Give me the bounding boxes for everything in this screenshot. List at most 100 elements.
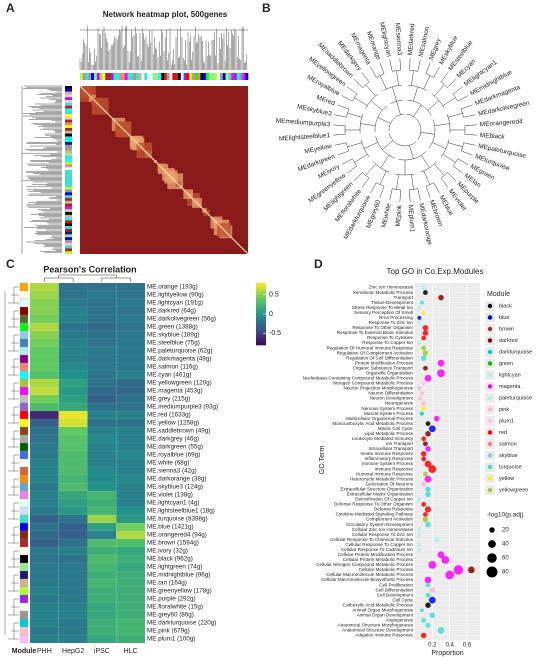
dot <box>437 551 445 559</box>
dendrogram <box>21 85 62 254</box>
y-tick-label: Detoxification Of Copper Ion <box>355 497 413 502</box>
dot <box>425 421 431 427</box>
heatmap-cell <box>116 594 146 604</box>
dot <box>424 374 432 382</box>
heatmap-cell <box>116 314 146 324</box>
module-color <box>217 73 221 80</box>
dendrogram <box>79 25 248 70</box>
row-label: ME.tan (164g) <box>147 580 187 587</box>
size-legend-label: 20 <box>502 528 509 534</box>
module-color <box>183 73 187 80</box>
module-color <box>65 178 72 182</box>
y-tick-label: Cellular Macromolecule Metabolic Process <box>326 572 414 577</box>
legend-swatch <box>487 315 493 320</box>
legend-swatch <box>487 441 493 447</box>
legend-title: Module <box>487 291 510 298</box>
dot <box>425 592 431 598</box>
heatmap-cell <box>58 618 88 628</box>
heatmap-cell <box>58 282 88 292</box>
legend-swatch <box>487 326 493 332</box>
heatmap-cell <box>29 554 59 564</box>
dot <box>421 401 427 406</box>
legend-swatch <box>487 395 493 401</box>
heatmap-cell <box>116 386 146 396</box>
y-tick-label: Humoral Immune Response <box>356 471 414 476</box>
heatmap-cell <box>29 466 59 476</box>
module-color <box>65 161 72 165</box>
heatmap-cell <box>29 522 59 532</box>
legend-label: darkred <box>499 338 518 344</box>
legend-label: pink <box>499 407 509 413</box>
module-swatch <box>19 322 29 332</box>
dot <box>421 310 426 315</box>
heatmap-cell <box>29 474 59 484</box>
heatmap-cell <box>58 410 88 420</box>
heatmap-cell <box>58 610 88 620</box>
row-label: ME.darkolivegreen (56g) <box>147 316 216 323</box>
dot <box>421 345 427 351</box>
module-color <box>150 73 154 80</box>
heatmap-cell <box>58 466 88 476</box>
row-label: ME.white (68g) <box>147 460 189 467</box>
heatmap-cell <box>29 634 59 644</box>
module-color <box>65 108 72 112</box>
y-tick-label: Animal Organ Development <box>357 613 414 618</box>
legend-label: magenta <box>499 384 521 390</box>
y-tick-label: Cell Cycle <box>392 597 413 602</box>
heatmap-cell <box>87 362 117 372</box>
legend-swatch <box>487 338 493 343</box>
legend-label: darkturquoise <box>499 349 532 355</box>
dot <box>425 491 431 498</box>
y-tick-label: Regulation Of Humoral Immune Response <box>326 345 413 350</box>
dot <box>417 547 422 552</box>
module-color <box>166 73 170 80</box>
module-color <box>65 88 72 92</box>
heatmap-cell <box>29 586 59 596</box>
heatmap-cell <box>58 362 88 372</box>
heatmap-cell <box>116 410 146 420</box>
heatmap-cell <box>58 490 88 500</box>
heatmap-cell <box>29 426 59 436</box>
heatmap-cell <box>116 362 146 372</box>
row-label: ME.floralwhite (15g) <box>147 604 203 611</box>
module-color <box>220 73 224 80</box>
heatmap-cell <box>87 434 117 444</box>
heatmap-cell <box>87 298 117 308</box>
module-swatch <box>19 610 29 620</box>
module-color <box>65 223 72 227</box>
dot <box>445 570 455 580</box>
module-color <box>175 73 179 80</box>
heatmap-cell <box>87 498 117 508</box>
module-color <box>65 181 72 185</box>
y-tick-label: Cellular Zinc Ion Homeostasis <box>352 527 414 532</box>
heatmap-cell <box>58 434 88 444</box>
row-label: ME.darkturquoise (220g) <box>147 620 216 627</box>
module-swatch <box>19 410 29 420</box>
dot <box>425 521 431 528</box>
module-color <box>161 73 165 80</box>
dot <box>420 632 427 639</box>
heatmap-cell <box>87 410 117 420</box>
module-swatch <box>19 386 29 396</box>
dot <box>437 627 445 634</box>
colorbar-step <box>256 293 266 296</box>
heatmap-cell <box>87 442 117 452</box>
row-label: ME.steelblue (75g) <box>147 340 200 347</box>
heatmap-cell <box>116 346 146 356</box>
module-color <box>158 73 162 80</box>
module-color <box>65 158 72 162</box>
module-color <box>194 73 198 80</box>
module-color <box>65 198 72 202</box>
module-swatch <box>19 466 29 476</box>
dot <box>433 536 440 543</box>
heatmap-cell <box>87 602 117 612</box>
heatmap-cell <box>58 530 88 540</box>
module-swatch <box>19 458 29 468</box>
module-color <box>65 150 72 154</box>
module-color <box>94 73 98 80</box>
module-color <box>85 73 89 80</box>
heatmap-cell <box>116 306 146 316</box>
heatmap-cell <box>116 418 146 428</box>
module-color <box>65 251 72 255</box>
y-tick-label: Immune Response <box>374 466 413 471</box>
